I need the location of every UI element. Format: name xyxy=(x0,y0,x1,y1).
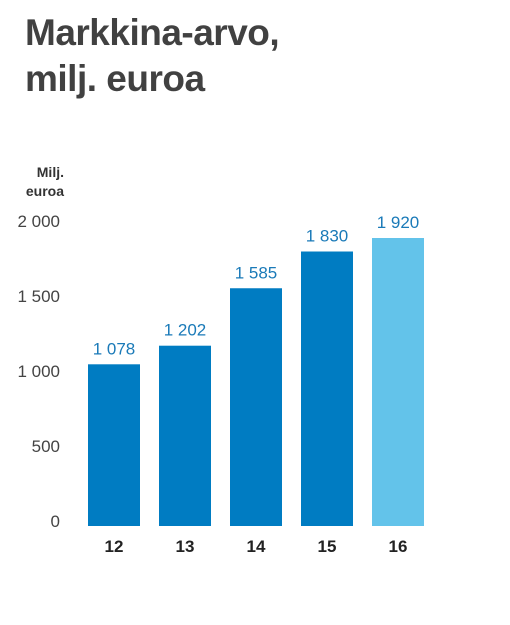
x-tick-label-14: 14 xyxy=(247,537,266,556)
y-tick-label: 1 000 xyxy=(17,362,60,381)
bar-14 xyxy=(230,288,282,526)
chart-title-line-1: Markkina-arvo, xyxy=(25,12,280,53)
y-tick-label: 1 500 xyxy=(17,287,60,306)
x-axis-ticks: 12 13 14 15 16 xyxy=(105,537,408,556)
x-tick-label-15: 15 xyxy=(318,537,337,556)
data-labels: 1 078 1 202 1 585 1 830 1 920 xyxy=(93,213,420,358)
bar-16 xyxy=(372,238,424,526)
bars xyxy=(88,238,424,526)
bar-15 xyxy=(301,251,353,526)
y-tick-label: 500 xyxy=(32,437,60,456)
y-axis-unit-label: Milj. euroa xyxy=(14,163,64,201)
y-tick-label: 2 000 xyxy=(17,212,60,231)
data-label-13: 1 202 xyxy=(164,321,207,340)
x-tick-label-12: 12 xyxy=(105,537,124,556)
y-tick-label: 0 xyxy=(51,512,60,531)
data-label-16: 1 920 xyxy=(377,213,420,232)
unit-label-line-2: euroa xyxy=(25,183,64,199)
data-label-14: 1 585 xyxy=(235,263,278,282)
y-axis-ticks: 0 500 1 000 1 500 2 000 xyxy=(17,212,60,531)
chart-title-line-2: milj. euroa xyxy=(25,58,205,99)
unit-label-line-1: Milj. xyxy=(36,164,64,180)
bar-12 xyxy=(88,364,140,526)
data-label-12: 1 078 xyxy=(93,339,136,358)
chart-title: Markkina-arvo, milj. euroa xyxy=(25,10,280,102)
bar-13 xyxy=(159,345,211,526)
x-tick-label-13: 13 xyxy=(176,537,195,556)
x-tick-label-16: 16 xyxy=(389,537,408,556)
data-label-15: 1 830 xyxy=(306,227,349,246)
